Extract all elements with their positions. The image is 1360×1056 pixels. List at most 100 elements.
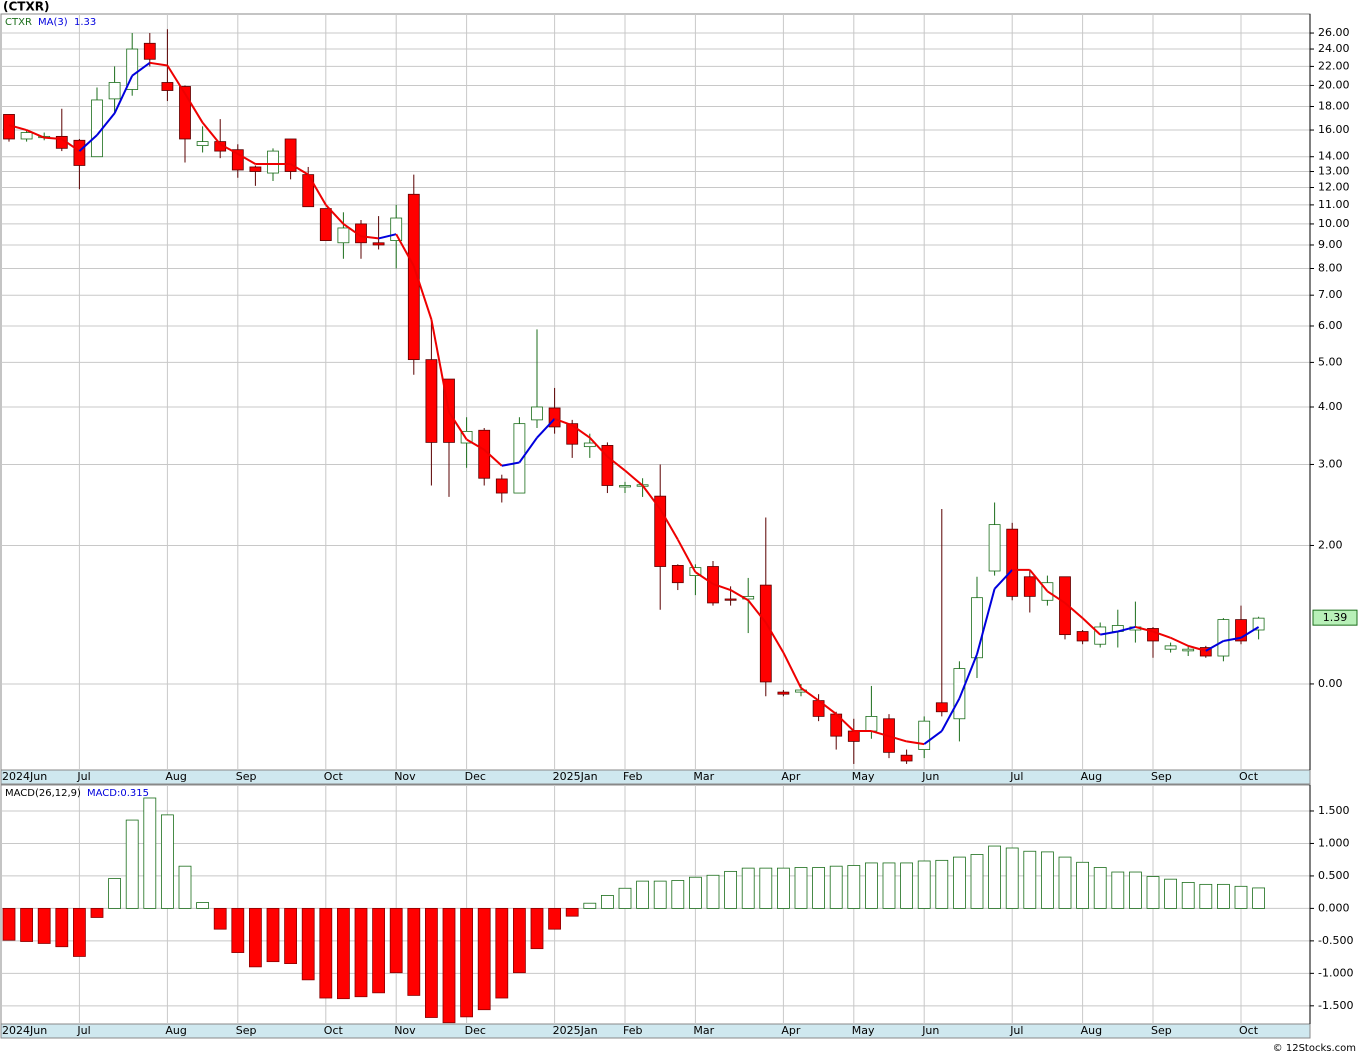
legend-macd-value: MACD:0.315 xyxy=(87,788,149,799)
candle-body xyxy=(1059,576,1071,636)
candle-body xyxy=(284,138,297,172)
date-band xyxy=(0,1023,1311,1039)
ma-line xyxy=(166,64,186,95)
ma-line xyxy=(412,265,433,320)
ma-line xyxy=(290,163,309,176)
macd-bar xyxy=(55,907,69,948)
y-tick-label: 13.00 xyxy=(1318,165,1350,178)
macd-bar xyxy=(777,867,790,909)
ma-line xyxy=(817,699,837,715)
y-tick-label: 7.00 xyxy=(1318,288,1343,301)
candle-body xyxy=(425,359,438,443)
macd-bar xyxy=(37,907,51,944)
macd-bar xyxy=(513,907,526,974)
candle-body xyxy=(179,86,191,140)
macd-bar xyxy=(460,907,474,1018)
macd-bar xyxy=(917,860,931,909)
candle-body xyxy=(619,485,631,488)
macd-bar xyxy=(1199,883,1213,909)
ma-line xyxy=(237,153,256,165)
macd-bar xyxy=(1058,856,1072,909)
macd-bar xyxy=(530,907,544,950)
x-tick-label: Aug xyxy=(165,770,186,783)
y-tick-label: 9.00 xyxy=(1318,238,1343,251)
macd-bar xyxy=(1164,878,1177,909)
macd-bar xyxy=(829,865,843,909)
candle-body xyxy=(1182,648,1195,652)
macd-bar xyxy=(1041,851,1054,909)
x-tick-label: Jun xyxy=(921,770,939,783)
y-tick-label: 12.00 xyxy=(1318,181,1350,194)
candle-body xyxy=(460,430,473,444)
x-tick-label: Sep xyxy=(1151,1024,1172,1037)
candle-body xyxy=(249,166,262,172)
candle-body xyxy=(407,193,420,361)
macd-bar xyxy=(935,859,949,909)
macd-bar xyxy=(1252,887,1265,909)
ma-line xyxy=(536,418,556,439)
candle-body xyxy=(531,406,543,421)
macd-bar xyxy=(108,878,121,909)
ma-line xyxy=(113,75,134,114)
macd-bar xyxy=(477,907,491,1011)
ma-line xyxy=(149,61,168,67)
macd-bar xyxy=(724,870,737,909)
ma-line xyxy=(571,424,591,439)
x-tick-label: Oct xyxy=(324,1024,344,1037)
legend-ma-value: 1.33 xyxy=(74,17,96,28)
price-tag xyxy=(1312,609,1358,626)
y-tick-label: 8.00 xyxy=(1318,262,1343,275)
y-tick-label: -1.500 xyxy=(1318,999,1353,1012)
macd-bar xyxy=(882,862,896,909)
macd-bar xyxy=(565,907,579,917)
x-tick-label: Jul xyxy=(1009,770,1023,783)
x-tick-label: Sep xyxy=(236,1024,257,1037)
candle-body xyxy=(390,217,403,241)
y-tick-label: 14.00 xyxy=(1318,150,1350,163)
macd-bar xyxy=(213,907,227,930)
macd-bar xyxy=(160,814,174,909)
macd-bar xyxy=(812,867,825,909)
ma-line xyxy=(1046,590,1066,604)
ma-line xyxy=(131,62,151,77)
candle-body xyxy=(548,407,561,428)
ma-line xyxy=(1100,630,1118,636)
ma-line xyxy=(96,112,116,136)
ma-line xyxy=(906,740,925,746)
ma-line xyxy=(1029,569,1049,592)
macd-bar xyxy=(2,907,16,941)
plot-area xyxy=(0,13,1311,771)
macd-bar xyxy=(1076,861,1089,909)
x-tick-label: Jun xyxy=(921,1024,939,1037)
y-tick-label: 11.00 xyxy=(1318,198,1350,211)
macd-bar xyxy=(248,907,262,968)
candle-body xyxy=(1023,576,1036,597)
macd-bar xyxy=(73,907,86,957)
macd-bar xyxy=(1129,871,1142,909)
source: © 12Stocks.com xyxy=(1273,1043,1356,1054)
candle-body xyxy=(724,598,737,601)
y-tick-label: 2.00 xyxy=(1318,538,1343,551)
legend-macd: MACD(26,12,9) xyxy=(5,788,81,799)
candle-body xyxy=(900,754,913,762)
macd-bar xyxy=(125,819,139,909)
macd-bar xyxy=(1023,850,1037,909)
ma-line xyxy=(325,204,345,225)
candle-body xyxy=(126,48,139,90)
macd-bar xyxy=(601,895,614,909)
ma-line xyxy=(466,438,485,451)
candle-body xyxy=(566,423,579,445)
candle-body xyxy=(777,691,790,695)
ma-line xyxy=(44,136,62,140)
y-tick-label: 1.500 xyxy=(1318,804,1350,817)
x-tick-label: Dec xyxy=(465,1024,486,1037)
macd-bar xyxy=(336,907,350,1000)
macd-bar xyxy=(988,845,1001,909)
ma-line xyxy=(764,622,785,654)
candle-body xyxy=(20,132,33,140)
ma-line xyxy=(940,697,961,732)
ma-line xyxy=(342,223,362,238)
ma-line xyxy=(782,652,802,689)
x-tick-label: Apr xyxy=(781,1024,801,1037)
ma-line xyxy=(871,730,890,738)
